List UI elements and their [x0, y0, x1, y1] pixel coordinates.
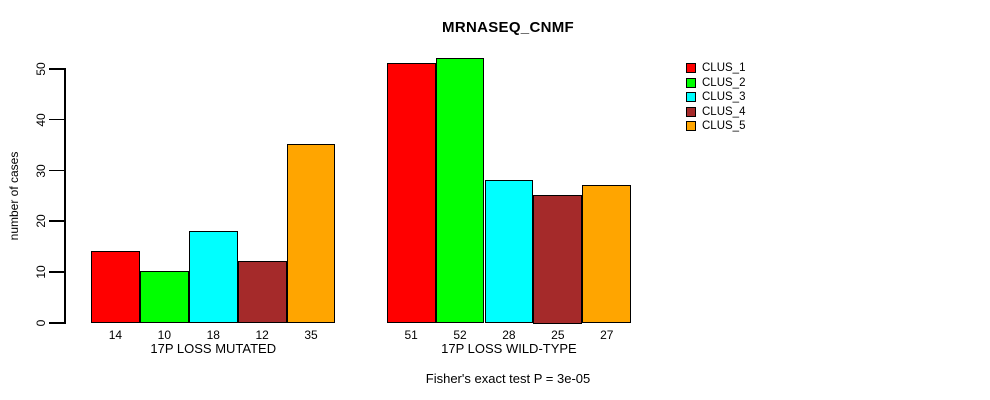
bar-clus_5 — [286, 144, 336, 324]
x-group-label: 17P LOSS WILD-TYPE — [441, 341, 577, 356]
bar-clus_1 — [386, 62, 436, 324]
legend-label: CLUS_4 — [702, 105, 746, 118]
annotation-text: Fisher's exact test P = 3e-05 — [425, 371, 591, 386]
y-axis-label: number of cases — [7, 151, 21, 241]
bar-clus_3 — [188, 230, 238, 324]
y-axis-tick-label: 20 — [34, 214, 48, 229]
y-axis-tick-label: 0 — [34, 319, 48, 327]
bar-clus_4 — [237, 261, 287, 324]
bar-value-label: 25 — [551, 328, 565, 342]
bar-value-label: 28 — [502, 328, 516, 342]
y-axis-tick-label: 10 — [34, 265, 48, 279]
bar-value-label: 27 — [600, 328, 614, 342]
legend-swatch-icon — [686, 106, 696, 117]
legend-swatch-icon — [686, 121, 696, 132]
y-axis-tick-label: 50 — [34, 62, 48, 76]
bar-value-label: 10 — [157, 328, 172, 342]
bar-value-label: 52 — [453, 328, 467, 342]
chart-title: MRNASEQ_CNMF — [442, 19, 574, 36]
legend-label: CLUS_2 — [702, 76, 746, 89]
y-axis-tick — [49, 220, 64, 222]
bar-value-label: 18 — [206, 328, 220, 342]
legend-swatch-icon — [686, 63, 696, 74]
y-axis-tick — [49, 169, 64, 172]
bar-clus_1 — [91, 250, 140, 324]
legend-label: CLUS_5 — [702, 120, 746, 133]
y-axis-tick-label: 30 — [34, 163, 48, 178]
y-axis-tick — [49, 68, 64, 70]
bar-clus_2 — [139, 271, 189, 324]
y-axis-line — [64, 68, 66, 324]
legend-row: CLUS_3 — [686, 90, 745, 105]
legend-swatch-icon — [686, 77, 696, 88]
bar-value-label: 12 — [255, 328, 269, 342]
y-axis-tick — [49, 271, 64, 273]
legend-row: CLUS_2 — [686, 76, 745, 91]
bar-value-label: 51 — [404, 328, 418, 342]
bar-value-label: 14 — [108, 328, 123, 342]
x-group-label: 17P LOSS MUTATED — [150, 341, 277, 356]
y-axis-tick-label: 40 — [34, 113, 48, 127]
bar-clus_4 — [533, 195, 583, 324]
legend-row: CLUS_4 — [686, 105, 745, 120]
bar-clus_5 — [582, 184, 632, 324]
legend-label: CLUS_1 — [702, 62, 746, 75]
bar-clus_2 — [435, 57, 485, 324]
y-axis-tick — [49, 118, 64, 121]
legend-label: CLUS_3 — [702, 91, 746, 104]
bar-value-label: 35 — [304, 328, 318, 342]
legend-row: CLUS_1 — [686, 61, 745, 76]
y-axis-tick — [49, 322, 64, 324]
legend-swatch-icon — [686, 92, 696, 103]
bar-clus_3 — [484, 179, 534, 324]
legend: CLUS_1 CLUS_2 CLUS_3 CLUS_4 CLUS_5 — [686, 61, 745, 134]
legend-row: CLUS_5 — [686, 119, 745, 134]
